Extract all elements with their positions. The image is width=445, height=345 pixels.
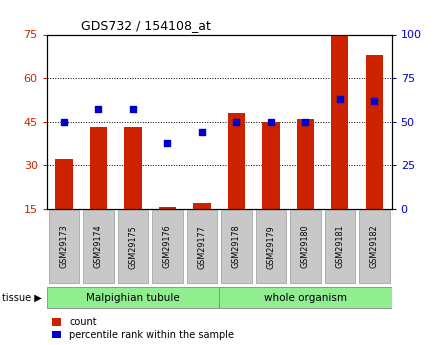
- Legend: count, percentile rank within the sample: count, percentile rank within the sample: [52, 317, 234, 340]
- FancyBboxPatch shape: [83, 210, 113, 283]
- FancyBboxPatch shape: [221, 210, 251, 283]
- Point: [302, 119, 309, 125]
- Text: Malpighian tubule: Malpighian tubule: [86, 293, 180, 303]
- FancyBboxPatch shape: [47, 287, 219, 308]
- Text: GSM29182: GSM29182: [370, 225, 379, 268]
- Text: GSM29173: GSM29173: [60, 225, 69, 268]
- Point: [267, 119, 275, 125]
- Point: [233, 119, 240, 125]
- Bar: [228, 113, 245, 209]
- Text: GSM29180: GSM29180: [301, 225, 310, 268]
- FancyBboxPatch shape: [118, 210, 148, 283]
- Bar: [193, 203, 210, 209]
- Point: [371, 98, 378, 104]
- Point: [164, 140, 171, 145]
- Point: [95, 107, 102, 112]
- Text: GSM29175: GSM29175: [129, 225, 138, 268]
- Text: GSM29179: GSM29179: [267, 225, 275, 268]
- FancyBboxPatch shape: [256, 210, 286, 283]
- Bar: [55, 159, 73, 209]
- Bar: [297, 119, 314, 209]
- Text: GSM29176: GSM29176: [163, 225, 172, 268]
- Point: [336, 96, 344, 102]
- Text: GSM29174: GSM29174: [94, 225, 103, 268]
- FancyBboxPatch shape: [187, 210, 217, 283]
- FancyBboxPatch shape: [152, 210, 182, 283]
- Text: GSM29177: GSM29177: [198, 225, 206, 268]
- FancyBboxPatch shape: [219, 287, 392, 308]
- Text: tissue ▶: tissue ▶: [2, 293, 42, 303]
- Bar: [366, 55, 383, 209]
- Bar: [90, 127, 107, 209]
- FancyBboxPatch shape: [290, 210, 320, 283]
- Point: [198, 129, 206, 135]
- Bar: [262, 122, 279, 209]
- Text: whole organism: whole organism: [264, 293, 347, 303]
- Point: [129, 107, 137, 112]
- FancyBboxPatch shape: [359, 210, 389, 283]
- FancyBboxPatch shape: [49, 210, 79, 283]
- Bar: [124, 127, 142, 209]
- Text: GSM29181: GSM29181: [336, 225, 344, 268]
- Text: GSM29178: GSM29178: [232, 225, 241, 268]
- Text: GDS732 / 154108_at: GDS732 / 154108_at: [81, 19, 211, 32]
- Bar: [331, 34, 348, 209]
- Point: [61, 119, 68, 125]
- Bar: [159, 207, 176, 209]
- FancyBboxPatch shape: [325, 210, 355, 283]
